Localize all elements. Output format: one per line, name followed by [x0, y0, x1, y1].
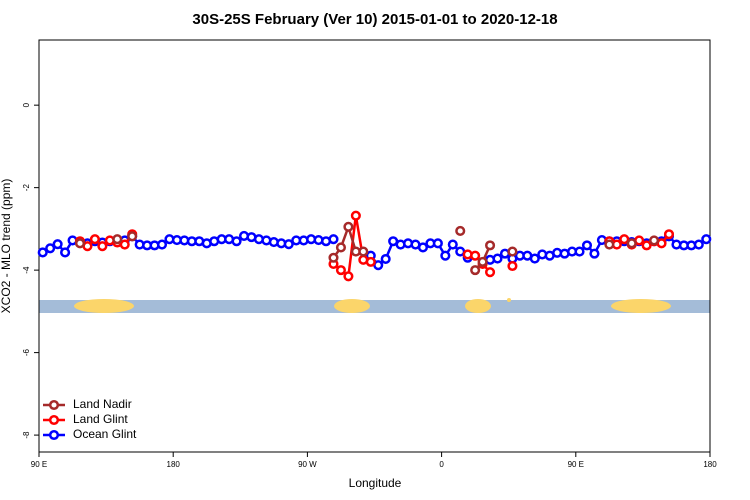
data-point: [350, 210, 361, 221]
x-tick-label: 90 W: [298, 460, 317, 469]
legend-label: Land Glint: [73, 412, 128, 426]
x-axis-label: Longitude: [349, 476, 402, 490]
land-patch: [334, 299, 370, 313]
land-patch: [465, 299, 491, 313]
data-point: [581, 240, 593, 251]
data-point: [663, 229, 675, 240]
data-point: [485, 267, 496, 278]
data-point: [335, 265, 347, 276]
x-tick-label: 90 E: [568, 460, 584, 469]
data-point: [470, 250, 481, 261]
data-point: [641, 240, 652, 251]
data-point: [328, 234, 339, 245]
data-point: [60, 247, 71, 258]
data-point: [432, 238, 443, 249]
data-point: [365, 256, 376, 267]
data-point: [112, 234, 123, 245]
data-point: [328, 252, 339, 263]
data-point: [485, 240, 496, 251]
data-point: [127, 231, 138, 242]
land-patch: [611, 299, 671, 313]
y-tick-label: -2: [22, 184, 31, 192]
chart-title: 30S-25S February (Ver 10) 2015-01-01 to …: [192, 11, 557, 28]
data-point: [477, 256, 488, 267]
legend-label: Land Nadir: [73, 397, 132, 411]
data-point: [343, 221, 354, 232]
legend-marker: [48, 414, 60, 426]
data-point: [45, 243, 56, 254]
data-point: [283, 239, 294, 250]
y-tick-label: -4: [22, 266, 31, 274]
data-point: [649, 235, 660, 246]
land-patch: [74, 299, 134, 313]
data-point: [492, 253, 503, 264]
data-point: [417, 242, 429, 253]
data-point: [156, 239, 168, 250]
data-point: [693, 239, 704, 250]
y-tick-label: -6: [22, 349, 31, 357]
x-tick-label: 180: [703, 460, 717, 469]
data-point: [455, 225, 466, 236]
data-point: [89, 234, 100, 245]
y-axis-label: XCO2 - MLO trend (ppm): [0, 179, 13, 314]
data-point: [529, 253, 540, 264]
legend-label: Ocean Glint: [73, 427, 137, 441]
data-point: [574, 246, 585, 257]
ocean-band: [39, 300, 710, 313]
x-tick-label: 180: [167, 460, 181, 469]
data-point: [97, 241, 108, 252]
data-point: [619, 234, 630, 245]
data-point: [701, 234, 712, 245]
legend-marker: [48, 429, 60, 441]
data-point: [626, 238, 637, 249]
data-point: [507, 260, 518, 272]
legend-marker: [48, 399, 60, 411]
data-point: [358, 246, 369, 257]
x-tick-label: 90 E: [31, 460, 47, 469]
data-point: [470, 265, 481, 276]
data-point: [604, 239, 615, 250]
data-point: [589, 248, 600, 259]
surface-band: [39, 298, 710, 313]
data-point: [507, 246, 518, 257]
data-point: [52, 239, 63, 250]
data-point: [447, 239, 458, 250]
land-patch: [507, 298, 511, 302]
data-point: [440, 250, 451, 261]
plot-frame: [38, 39, 711, 453]
data-point: [343, 271, 354, 282]
data-point: [335, 242, 347, 253]
y-tick-label: -8: [22, 431, 31, 439]
data-point: [74, 238, 86, 249]
data-point: [119, 239, 130, 250]
y-tick-label: 0: [22, 102, 31, 107]
data-point: [380, 253, 391, 265]
data-point: [231, 236, 242, 247]
data-point: [37, 247, 48, 258]
x-tick-label: 0: [439, 460, 444, 469]
